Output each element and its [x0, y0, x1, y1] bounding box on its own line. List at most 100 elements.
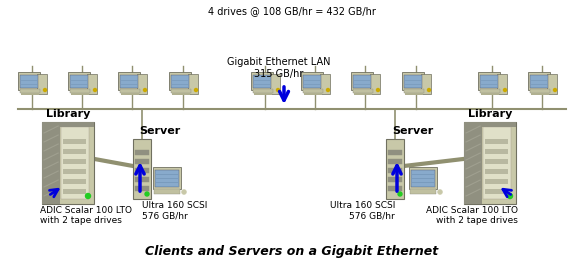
Text: Gigabit Ethernet LAN
315 GB/hr: Gigabit Ethernet LAN 315 GB/hr [227, 57, 331, 79]
Circle shape [503, 88, 506, 92]
Bar [388, 186, 402, 191]
Bar [303, 89, 323, 93]
Bar [42, 122, 94, 127]
Bar [68, 72, 90, 90]
Circle shape [145, 192, 149, 196]
Text: 4 drives @ 108 GB/hr = 432 GB/hr: 4 drives @ 108 GB/hr = 432 GB/hr [208, 6, 376, 16]
Bar [154, 189, 180, 194]
Bar [188, 74, 198, 94]
Circle shape [326, 88, 329, 92]
Bar [171, 89, 191, 93]
Circle shape [554, 88, 557, 92]
Bar [480, 89, 500, 93]
Bar [404, 75, 422, 88]
Bar [37, 74, 47, 94]
Bar [135, 186, 149, 191]
Bar [483, 127, 512, 199]
Bar [464, 122, 516, 127]
Bar [20, 89, 40, 93]
Bar [478, 72, 500, 90]
Bar [464, 122, 516, 204]
Bar [42, 122, 94, 204]
Text: Library: Library [46, 109, 90, 119]
Bar [20, 75, 38, 88]
Bar [370, 74, 380, 94]
Text: Server: Server [140, 126, 180, 136]
Bar [353, 89, 373, 93]
Bar [530, 75, 548, 88]
Circle shape [144, 88, 147, 92]
Bar [386, 139, 404, 199]
Circle shape [85, 194, 91, 199]
Bar [402, 72, 424, 90]
Bar [70, 75, 88, 88]
Circle shape [437, 190, 443, 195]
Bar [120, 75, 138, 88]
Bar [410, 189, 436, 194]
Text: Library: Library [468, 109, 512, 119]
Bar [388, 159, 402, 164]
Text: ADIC Scalar 100 LTO
with 2 tape drives: ADIC Scalar 100 LTO with 2 tape drives [426, 206, 518, 225]
Bar [530, 89, 550, 93]
Bar [320, 74, 330, 94]
Bar [135, 159, 149, 164]
Bar [63, 169, 86, 174]
Bar [172, 93, 190, 95]
Text: Ultra 160 SCSI
576 GB/hr: Ultra 160 SCSI 576 GB/hr [142, 201, 207, 220]
Text: Clients and Servers on a Gigabit Ethernet: Clients and Servers on a Gigabit Etherne… [145, 245, 439, 258]
Bar [251, 72, 273, 90]
Bar [270, 74, 280, 94]
Bar [153, 167, 181, 189]
Circle shape [182, 190, 186, 195]
Bar [63, 159, 86, 164]
Bar [253, 75, 271, 88]
Bar [303, 75, 321, 88]
Bar [388, 177, 402, 182]
Bar [169, 72, 191, 90]
Bar [421, 74, 431, 94]
Bar [87, 74, 97, 94]
Bar [61, 127, 89, 199]
Bar [135, 150, 149, 155]
Bar [497, 74, 507, 94]
Bar [63, 149, 86, 154]
Bar [71, 93, 89, 95]
Bar [155, 170, 179, 187]
Bar [120, 89, 140, 93]
Bar [485, 159, 509, 164]
Bar [485, 169, 509, 174]
Bar [135, 168, 149, 173]
Circle shape [93, 88, 96, 92]
Bar [42, 122, 60, 204]
Bar [480, 75, 498, 88]
Bar [353, 75, 371, 88]
Text: Ultra 160 SCSI
576 GB/hr: Ultra 160 SCSI 576 GB/hr [329, 201, 395, 220]
Bar [485, 149, 509, 154]
Bar [388, 150, 402, 155]
Bar [409, 167, 437, 189]
Bar [485, 179, 509, 184]
Circle shape [194, 88, 197, 92]
Bar [254, 93, 272, 95]
Bar [137, 74, 147, 94]
Circle shape [377, 88, 380, 92]
Bar [304, 93, 322, 95]
Bar [485, 139, 509, 144]
Bar [121, 93, 139, 95]
Bar [481, 93, 499, 95]
Text: Server: Server [392, 126, 434, 136]
Bar [70, 89, 90, 93]
Bar [21, 93, 39, 95]
Bar [547, 74, 557, 94]
Bar [354, 93, 372, 95]
Bar [351, 72, 373, 90]
Bar [388, 168, 402, 173]
Circle shape [427, 88, 430, 92]
Bar [18, 72, 40, 90]
Bar [63, 179, 86, 184]
Bar [133, 139, 151, 199]
Circle shape [43, 88, 47, 92]
Circle shape [507, 194, 513, 199]
Bar [135, 177, 149, 182]
Bar [63, 139, 86, 144]
